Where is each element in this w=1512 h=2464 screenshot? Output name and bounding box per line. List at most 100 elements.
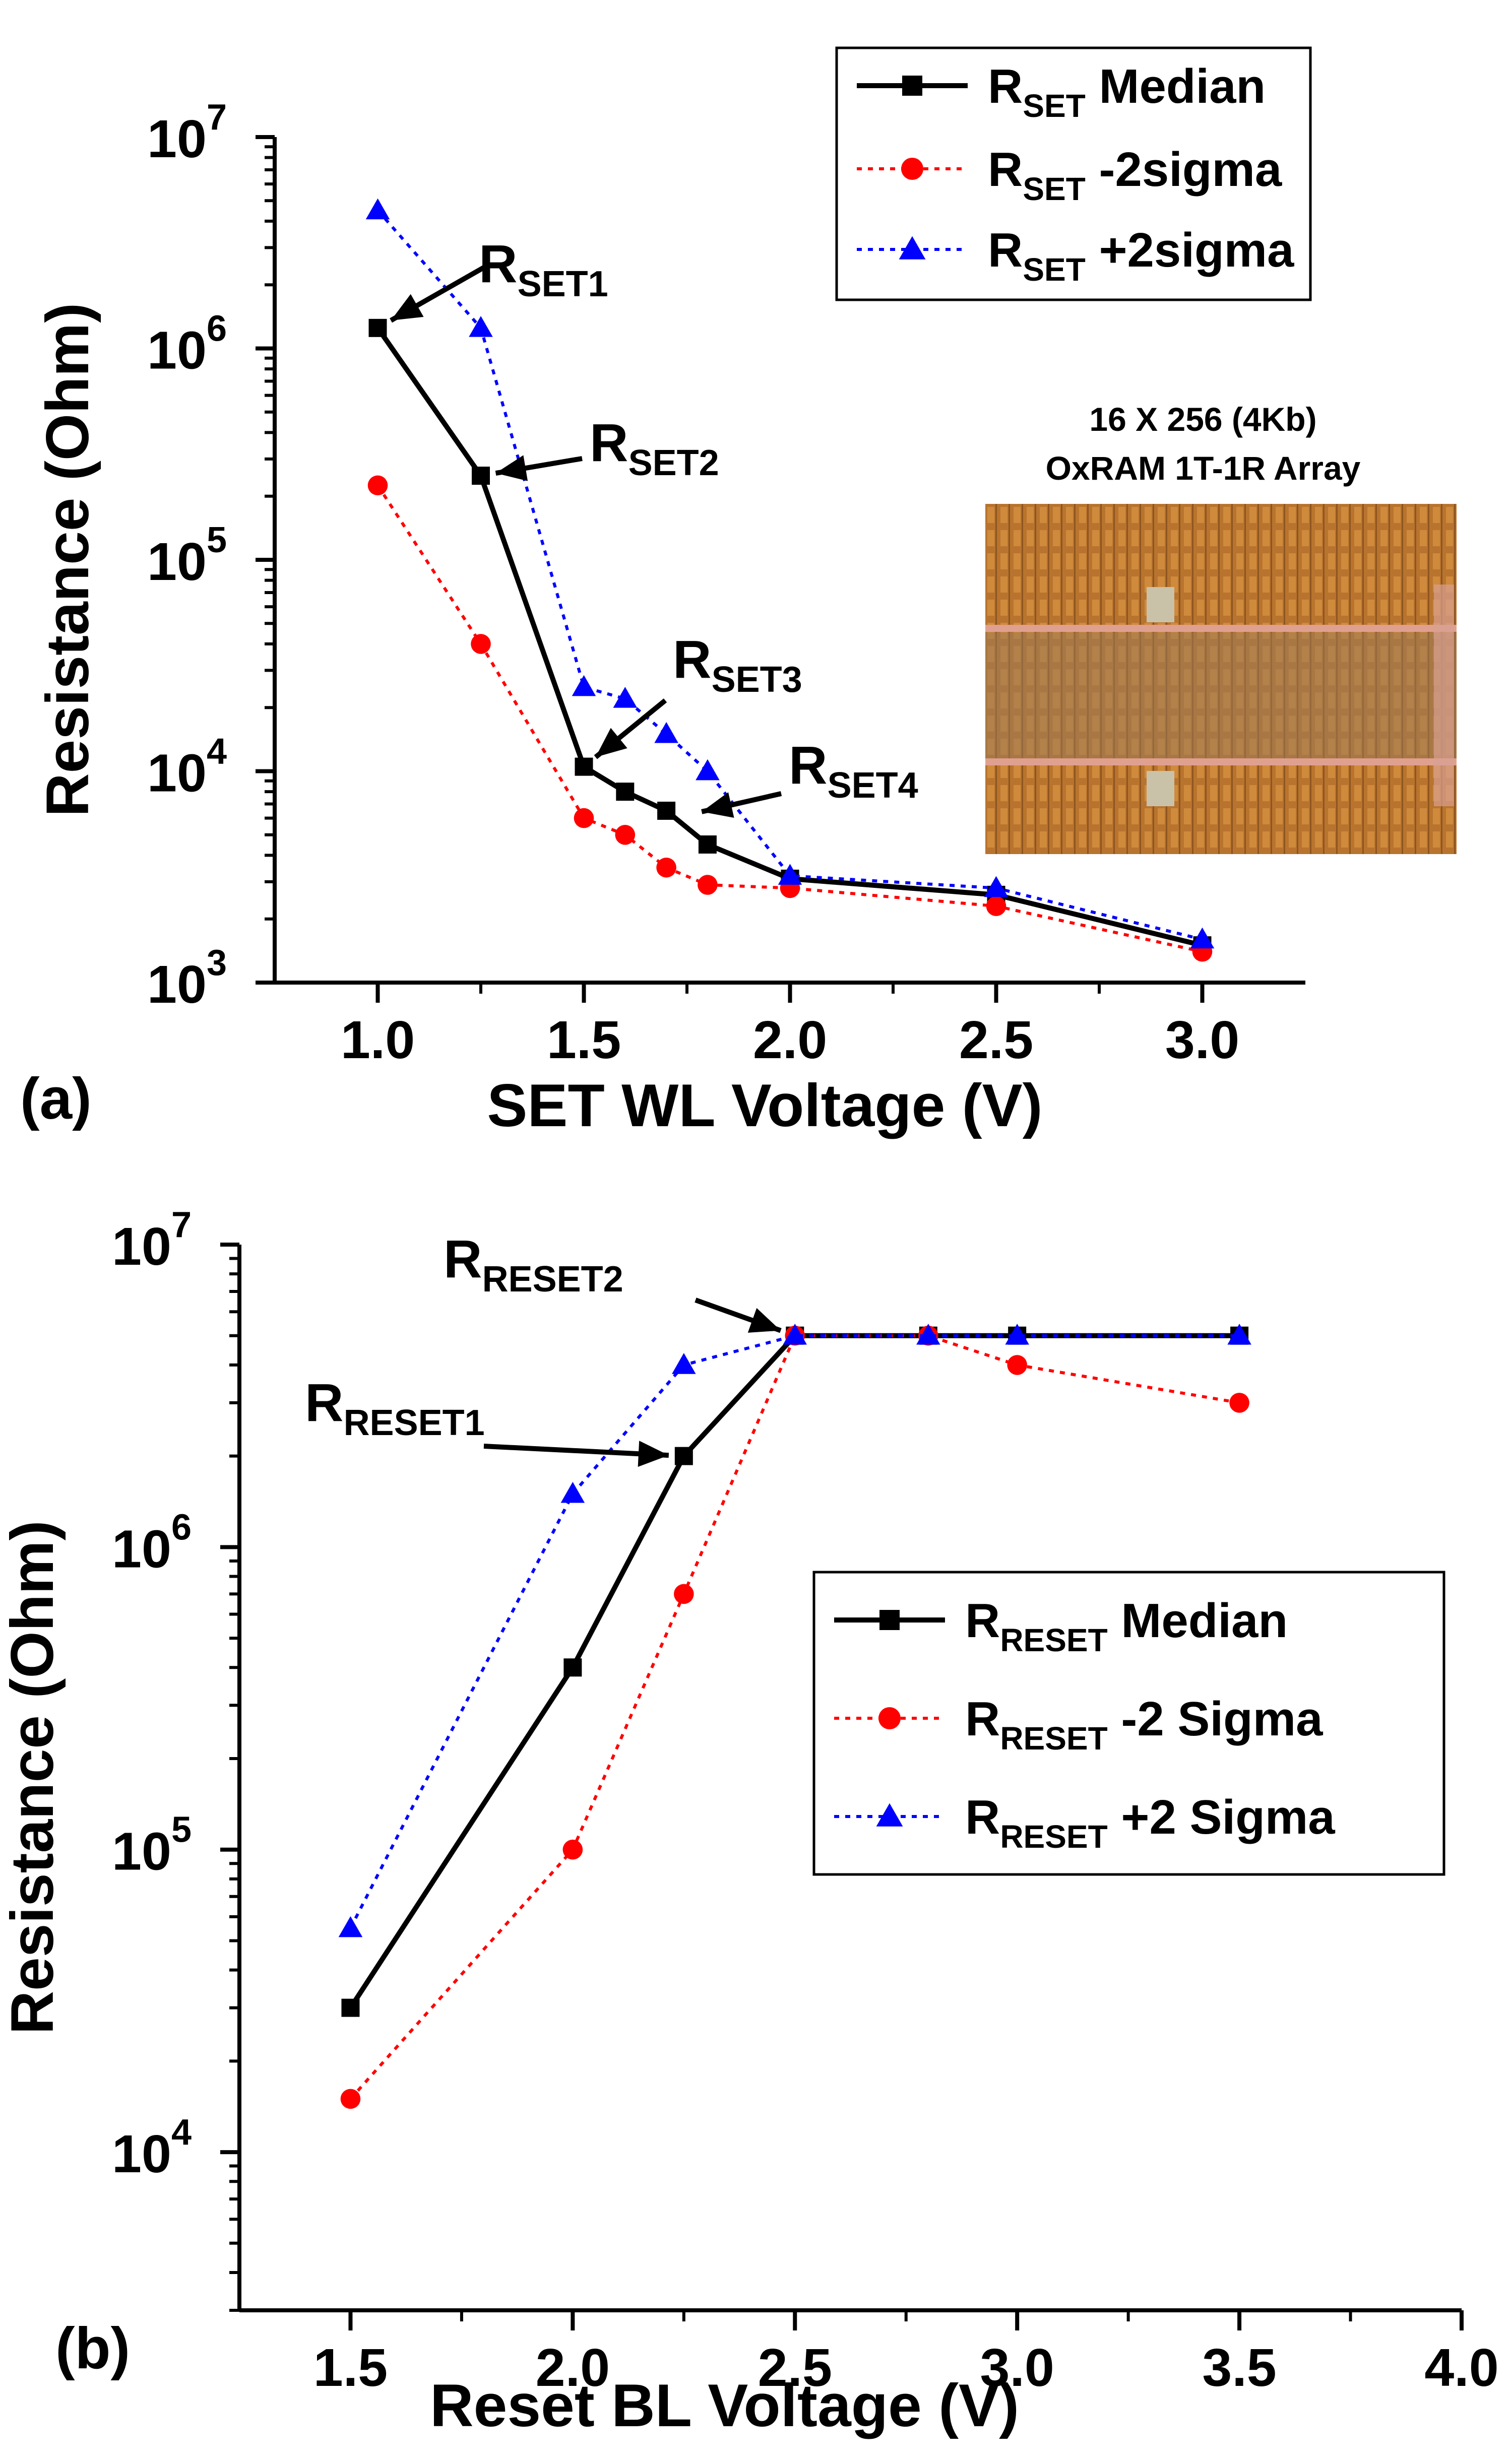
x-axis-label: Reset BL Voltage (V) <box>430 2372 1019 2439</box>
panel-label: (a) <box>20 1066 92 1131</box>
data-point <box>367 475 388 496</box>
legend-entry: RSET +2sigma <box>988 223 1294 288</box>
y-tick-label: 106 <box>112 1507 192 1579</box>
data-point <box>674 1447 693 1465</box>
data-point <box>698 875 718 895</box>
legend-swatch-marker <box>902 76 922 96</box>
data-point <box>1229 1393 1249 1413</box>
data-point <box>575 757 593 776</box>
x-axis-label: SET WL Voltage (V) <box>487 1072 1042 1139</box>
data-point <box>469 316 493 337</box>
inset-metal-line <box>985 625 1457 632</box>
data-point <box>472 467 490 485</box>
data-point <box>1005 1323 1029 1345</box>
x-tick-label: 4.0 <box>1424 2338 1498 2397</box>
legend: RSET Median RSET -2sigma RSET +2sigma <box>835 46 1312 301</box>
data-point <box>338 1916 363 1937</box>
annotation-label: RSET4 <box>789 736 918 806</box>
data-point <box>1007 1355 1027 1375</box>
y-tick-label: 105 <box>147 520 227 592</box>
annotation-label: RSET2 <box>590 413 719 483</box>
data-point <box>368 318 387 337</box>
data-point <box>615 824 636 845</box>
series-line <box>376 209 1203 941</box>
legend-swatch-marker <box>901 158 923 180</box>
data-point <box>562 1839 583 1860</box>
data-point <box>696 759 720 781</box>
data-point <box>365 198 390 220</box>
legend-swatch-marker <box>876 1803 903 1827</box>
inset-pad <box>1147 587 1174 622</box>
y-tick-label: 107 <box>147 97 227 169</box>
annotation-arrow-shaft <box>483 1444 669 1458</box>
x-tick-label: 1.5 <box>547 1010 621 1070</box>
data-point <box>654 722 678 743</box>
inset-array-band <box>985 632 1457 758</box>
x-tick-label: 3.0 <box>980 2338 1054 2397</box>
inset-title-line1: 16 X 256 (4Kb) <box>1089 401 1316 438</box>
legend-entry: RRESET +2 Sigma <box>965 1790 1335 1855</box>
data-point <box>572 675 596 696</box>
legend: RRESET Median RRESET -2 Sigma RRESET +2 Si… <box>812 1571 1445 1876</box>
legend-entry: RSET -2sigma <box>988 143 1282 207</box>
legend-entry: RRESET Median <box>965 1594 1288 1658</box>
series-triangle <box>338 1323 1251 1937</box>
y-tick-labels: 104 105 106 107 <box>112 1205 192 2184</box>
y-axis-label: Resistance (Ohm) <box>34 303 101 817</box>
chart-panel-b: 104 105 106 107 1.5 2.0 2.5 3.0 3.5 4.0 Reset BL V… <box>0 1205 1499 2439</box>
chart-panel-a: 103 104 105 106 107 1.0 1.5 2.0 2.5 3.0 SET WL Vol… <box>20 46 1457 1139</box>
data-point <box>340 2089 361 2109</box>
y-tick-label: 107 <box>112 1205 192 1276</box>
inset-micrograph: 16 X 256 (4Kb) OxRAM 1T-1R Array <box>985 401 1457 854</box>
x-tick-label: 2.0 <box>536 2338 610 2397</box>
data-point <box>986 896 1006 917</box>
x-tick-labels: 1.0 1.5 2.0 2.5 3.0 <box>341 1010 1239 1070</box>
x-tick-label: 3.0 <box>1165 1010 1239 1070</box>
annotation-arrow <box>495 455 583 481</box>
legend-entry: RRESET -2 Sigma <box>965 1692 1323 1757</box>
data-point <box>984 876 1009 897</box>
data-point <box>656 857 676 878</box>
data-point <box>613 687 638 708</box>
y-axis-label: Resistance (Ohm) <box>0 1520 66 2034</box>
annotation-arrow <box>701 791 782 818</box>
data-point <box>916 1323 940 1345</box>
annotation-arrow <box>483 1441 669 1467</box>
annotation-arrow-head <box>391 294 424 320</box>
annotation-arrow-head <box>495 455 528 481</box>
legend-swatch-marker <box>879 1610 900 1630</box>
data-point <box>1227 1323 1251 1345</box>
y-tick-label: 106 <box>147 309 227 380</box>
legend-swatch-marker <box>899 236 926 260</box>
annotation-label: RSET1 <box>479 234 608 304</box>
data-point <box>341 1998 360 2017</box>
annotation-arrow-head <box>595 728 627 757</box>
y-tick-labels: 103 104 105 106 107 <box>147 97 227 1014</box>
x-tick-labels: 1.5 2.0 2.5 3.0 3.5 4.0 <box>313 2338 1499 2397</box>
legend-entry: RSET Median <box>988 59 1266 124</box>
annotation-arrow-head <box>702 792 734 818</box>
x-tick-label: 1.5 <box>313 2338 388 2397</box>
panel-label: (b) <box>55 2315 130 2381</box>
data-point <box>471 634 491 654</box>
inset-title-line2: OxRAM 1T-1R Array <box>1046 449 1361 487</box>
annotation-label: RSET3 <box>673 630 802 700</box>
data-point <box>778 864 802 885</box>
data-point <box>672 1353 696 1374</box>
legend-swatch-marker <box>878 1707 901 1729</box>
y-tick-label: 104 <box>112 2112 192 2184</box>
x-tick-label: 2.5 <box>758 2338 832 2397</box>
annotation-arrow <box>390 264 488 323</box>
data-point <box>616 783 635 801</box>
data-point <box>563 1658 582 1677</box>
series-triangle <box>365 198 1215 949</box>
x-tick-label: 3.5 <box>1202 2338 1276 2397</box>
annotation-arrow <box>695 1298 782 1333</box>
x-tick-label: 2.0 <box>753 1010 827 1070</box>
data-point <box>1190 927 1215 949</box>
data-point <box>783 1323 807 1345</box>
inset-pad <box>1147 771 1174 806</box>
data-point <box>674 1584 694 1604</box>
y-tick-label: 105 <box>112 1810 192 1882</box>
